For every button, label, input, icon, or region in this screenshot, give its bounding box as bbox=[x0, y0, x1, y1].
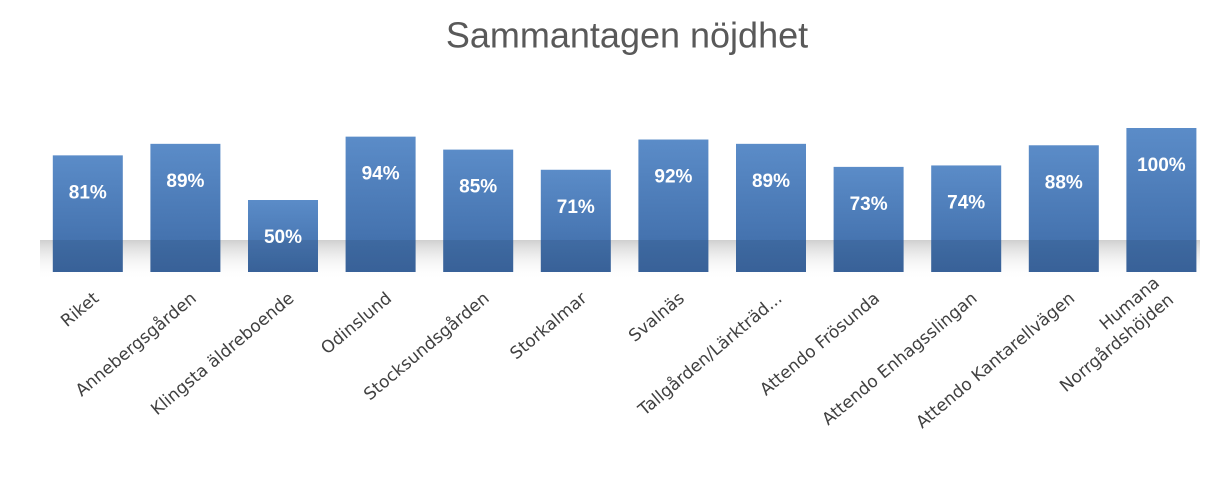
bar-shade bbox=[1028, 240, 1099, 272]
bar-shade bbox=[248, 240, 318, 272]
bar-shade bbox=[931, 240, 1002, 272]
data-label: 89% bbox=[752, 171, 790, 192]
bar bbox=[443, 149, 514, 272]
data-label: 81% bbox=[69, 182, 107, 203]
floor-shadow bbox=[40, 240, 1200, 280]
x-tick-label: Storkalmar bbox=[507, 289, 591, 364]
bar-shade bbox=[443, 240, 514, 272]
bar-shade bbox=[52, 240, 123, 272]
x-tick-label: Attendo Kantarellvägen bbox=[912, 289, 1079, 433]
bar-shade bbox=[345, 240, 416, 272]
bar-shade bbox=[1126, 240, 1197, 272]
data-label: 100% bbox=[1137, 155, 1186, 176]
data-label: 85% bbox=[459, 177, 497, 198]
data-label: 92% bbox=[654, 167, 692, 188]
bar bbox=[1028, 145, 1099, 272]
bar-shade bbox=[638, 240, 709, 272]
bar-shade bbox=[833, 240, 904, 272]
data-label: 50% bbox=[264, 227, 302, 248]
data-label: 88% bbox=[1045, 172, 1083, 193]
bar bbox=[52, 155, 123, 272]
bar-shade bbox=[736, 240, 806, 272]
data-label: 94% bbox=[362, 164, 400, 185]
data-label: 74% bbox=[947, 192, 985, 213]
bar bbox=[736, 143, 806, 272]
chart-title: Sammantagen nöjdhet bbox=[446, 15, 808, 56]
data-label: 71% bbox=[557, 197, 595, 218]
x-tick-label: Attendo Enhagsslingan bbox=[818, 289, 981, 430]
x-tick-label: Riket bbox=[57, 288, 103, 331]
bar-shade bbox=[540, 240, 611, 272]
data-label: 73% bbox=[850, 194, 888, 215]
bar-shade bbox=[150, 240, 221, 272]
bar bbox=[248, 200, 318, 272]
bar bbox=[345, 136, 416, 272]
bar bbox=[833, 166, 904, 272]
x-tick-label: Svalnäs bbox=[625, 288, 689, 346]
bar bbox=[540, 169, 611, 272]
bar bbox=[931, 165, 1002, 272]
data-label: 89% bbox=[166, 171, 204, 192]
bar bbox=[1126, 128, 1197, 272]
bar bbox=[150, 143, 221, 272]
x-tick-label: Odinslund bbox=[317, 289, 395, 359]
bar bbox=[638, 139, 709, 272]
